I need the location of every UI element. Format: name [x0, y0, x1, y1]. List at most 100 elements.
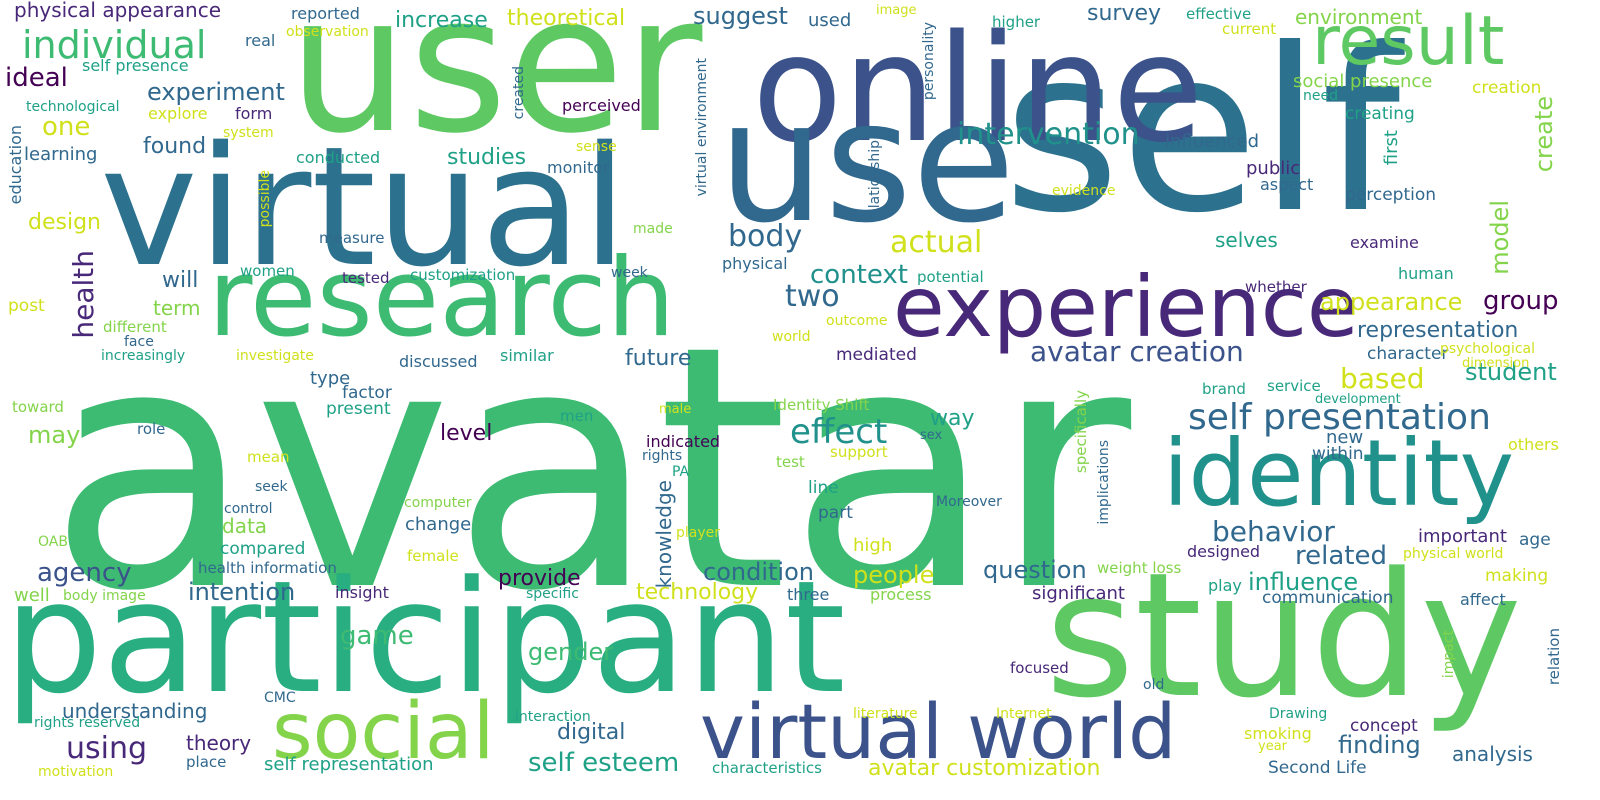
word: rights [642, 448, 683, 464]
word: use [718, 64, 1016, 260]
word: well [14, 585, 50, 606]
word: increasingly [101, 348, 186, 364]
word: whether [1245, 278, 1307, 296]
word: creation [1472, 78, 1542, 98]
word: psychological [1440, 341, 1535, 357]
word: need [1303, 88, 1338, 104]
word: term [153, 296, 201, 320]
word: study [1045, 535, 1523, 736]
word: dimension [1462, 356, 1530, 371]
word: virtual [100, 111, 628, 303]
word: role [137, 420, 166, 438]
word: context [810, 260, 908, 290]
word: different [103, 318, 167, 336]
word: male [659, 402, 692, 417]
word: digital [557, 720, 626, 745]
word: creating [1345, 104, 1415, 124]
word: representation [1357, 318, 1519, 343]
word: Moreover [936, 494, 1002, 510]
word: question [983, 556, 1087, 584]
word: will [162, 268, 199, 293]
word: factor [342, 383, 392, 403]
word: communication [1262, 588, 1394, 608]
word: level [440, 421, 493, 446]
word: data [222, 514, 268, 538]
word: player [676, 525, 721, 541]
word: human [1398, 264, 1454, 283]
word: making [1485, 566, 1549, 586]
word: compared [220, 539, 306, 559]
word: mean [247, 448, 290, 466]
word: create [1530, 96, 1558, 173]
word: group [1483, 286, 1559, 316]
word: intention [188, 578, 296, 606]
word: potential [917, 268, 984, 286]
word: significant [1032, 583, 1125, 604]
word: relationship [867, 140, 883, 223]
word: avatar customization [868, 756, 1101, 781]
word: evidence [1052, 183, 1116, 199]
word: influence [1248, 568, 1359, 596]
word: perception [1345, 185, 1437, 205]
word: social presence [1293, 71, 1433, 92]
word: made [633, 221, 673, 237]
word: CMC [264, 690, 296, 706]
word: self presence [82, 56, 189, 75]
word: aspect [1260, 175, 1314, 194]
word: concept [1350, 716, 1418, 736]
word: specifically [1072, 390, 1090, 474]
word: appearance [1320, 288, 1463, 316]
word: indicated [646, 432, 721, 451]
word: toward [12, 398, 64, 416]
word: post [8, 296, 45, 316]
word: future [625, 346, 692, 371]
word: agency [37, 558, 132, 588]
word: social [272, 687, 495, 777]
word: high [853, 535, 893, 556]
word: learning [24, 144, 98, 165]
word: form [235, 104, 273, 123]
word: perceived [562, 96, 641, 115]
word: motivation [38, 764, 114, 780]
word: examine [1350, 233, 1419, 252]
word: relation [1545, 628, 1563, 686]
word: survey [1087, 1, 1162, 26]
word: knowledge [652, 480, 676, 589]
word: research [208, 236, 676, 361]
word: age [1519, 530, 1551, 550]
word: tested [342, 269, 390, 287]
word: part [818, 503, 853, 523]
word: theoretical [507, 6, 626, 31]
word: designed [1187, 542, 1261, 561]
word: technology [636, 580, 759, 605]
word: new [1326, 427, 1364, 448]
word: affect [1460, 590, 1506, 609]
word: play [1208, 576, 1242, 595]
word: within [1312, 444, 1364, 464]
word: ideal [5, 63, 68, 93]
word: men [560, 407, 594, 425]
word: way [930, 406, 975, 431]
word: investigate [236, 348, 314, 364]
word: computer [404, 495, 472, 511]
word: conducted [296, 148, 381, 167]
word: self esteem [528, 748, 680, 778]
word: PA [672, 464, 690, 480]
word: theory [186, 731, 252, 755]
word: type [310, 368, 351, 389]
word: avatar creation [1030, 335, 1244, 368]
word: rights reserved [34, 715, 141, 731]
word: support [830, 443, 888, 461]
word: week [611, 265, 648, 281]
word: body [728, 219, 803, 254]
word: test [776, 453, 805, 471]
word: focused [1010, 659, 1069, 677]
word: Internet [996, 706, 1052, 722]
word: mediated [836, 345, 917, 365]
word: impact [1441, 630, 1457, 679]
word: student [1465, 358, 1557, 386]
word: similar [500, 346, 554, 365]
word: influenced [1165, 131, 1260, 152]
word: possible [257, 170, 273, 228]
